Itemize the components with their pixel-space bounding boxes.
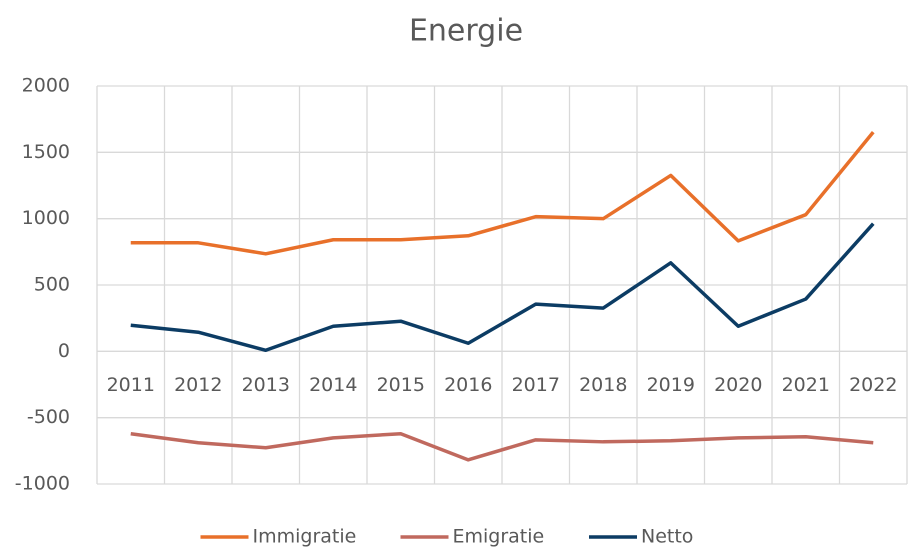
y-tick-label: 500 (34, 274, 70, 296)
x-tick-label: 2012 (174, 374, 222, 396)
x-tick-label: 2015 (377, 374, 425, 396)
x-tick-label: 2016 (444, 374, 492, 396)
y-tick-label: -500 (27, 406, 70, 428)
x-tick-label: 2013 (242, 374, 290, 396)
legend-label: Netto (641, 526, 693, 548)
x-tick-label: 2014 (309, 374, 357, 396)
x-tick-label: 2021 (782, 374, 830, 396)
x-tick-label: 2022 (849, 374, 897, 396)
y-tick-label: -1000 (15, 473, 70, 495)
series-line (130, 431, 874, 462)
y-tick-label: 2000 (22, 75, 70, 97)
y-tick-label: 1500 (22, 141, 70, 163)
y-tick-label: 0 (58, 340, 70, 362)
series-line (130, 222, 875, 353)
x-tick-label: 2011 (107, 374, 155, 396)
legend-label: Immigratie (253, 526, 357, 548)
chart-title: Energie (409, 14, 523, 49)
y-tick-label: 1000 (22, 207, 70, 229)
legend-label: Emigratie (453, 526, 545, 548)
x-tick-label: 2018 (579, 374, 627, 396)
x-tick-label: 2019 (647, 374, 695, 396)
x-tick-label: 2020 (714, 374, 762, 396)
series-line (130, 131, 875, 256)
x-tick-label: 2017 (512, 374, 560, 396)
